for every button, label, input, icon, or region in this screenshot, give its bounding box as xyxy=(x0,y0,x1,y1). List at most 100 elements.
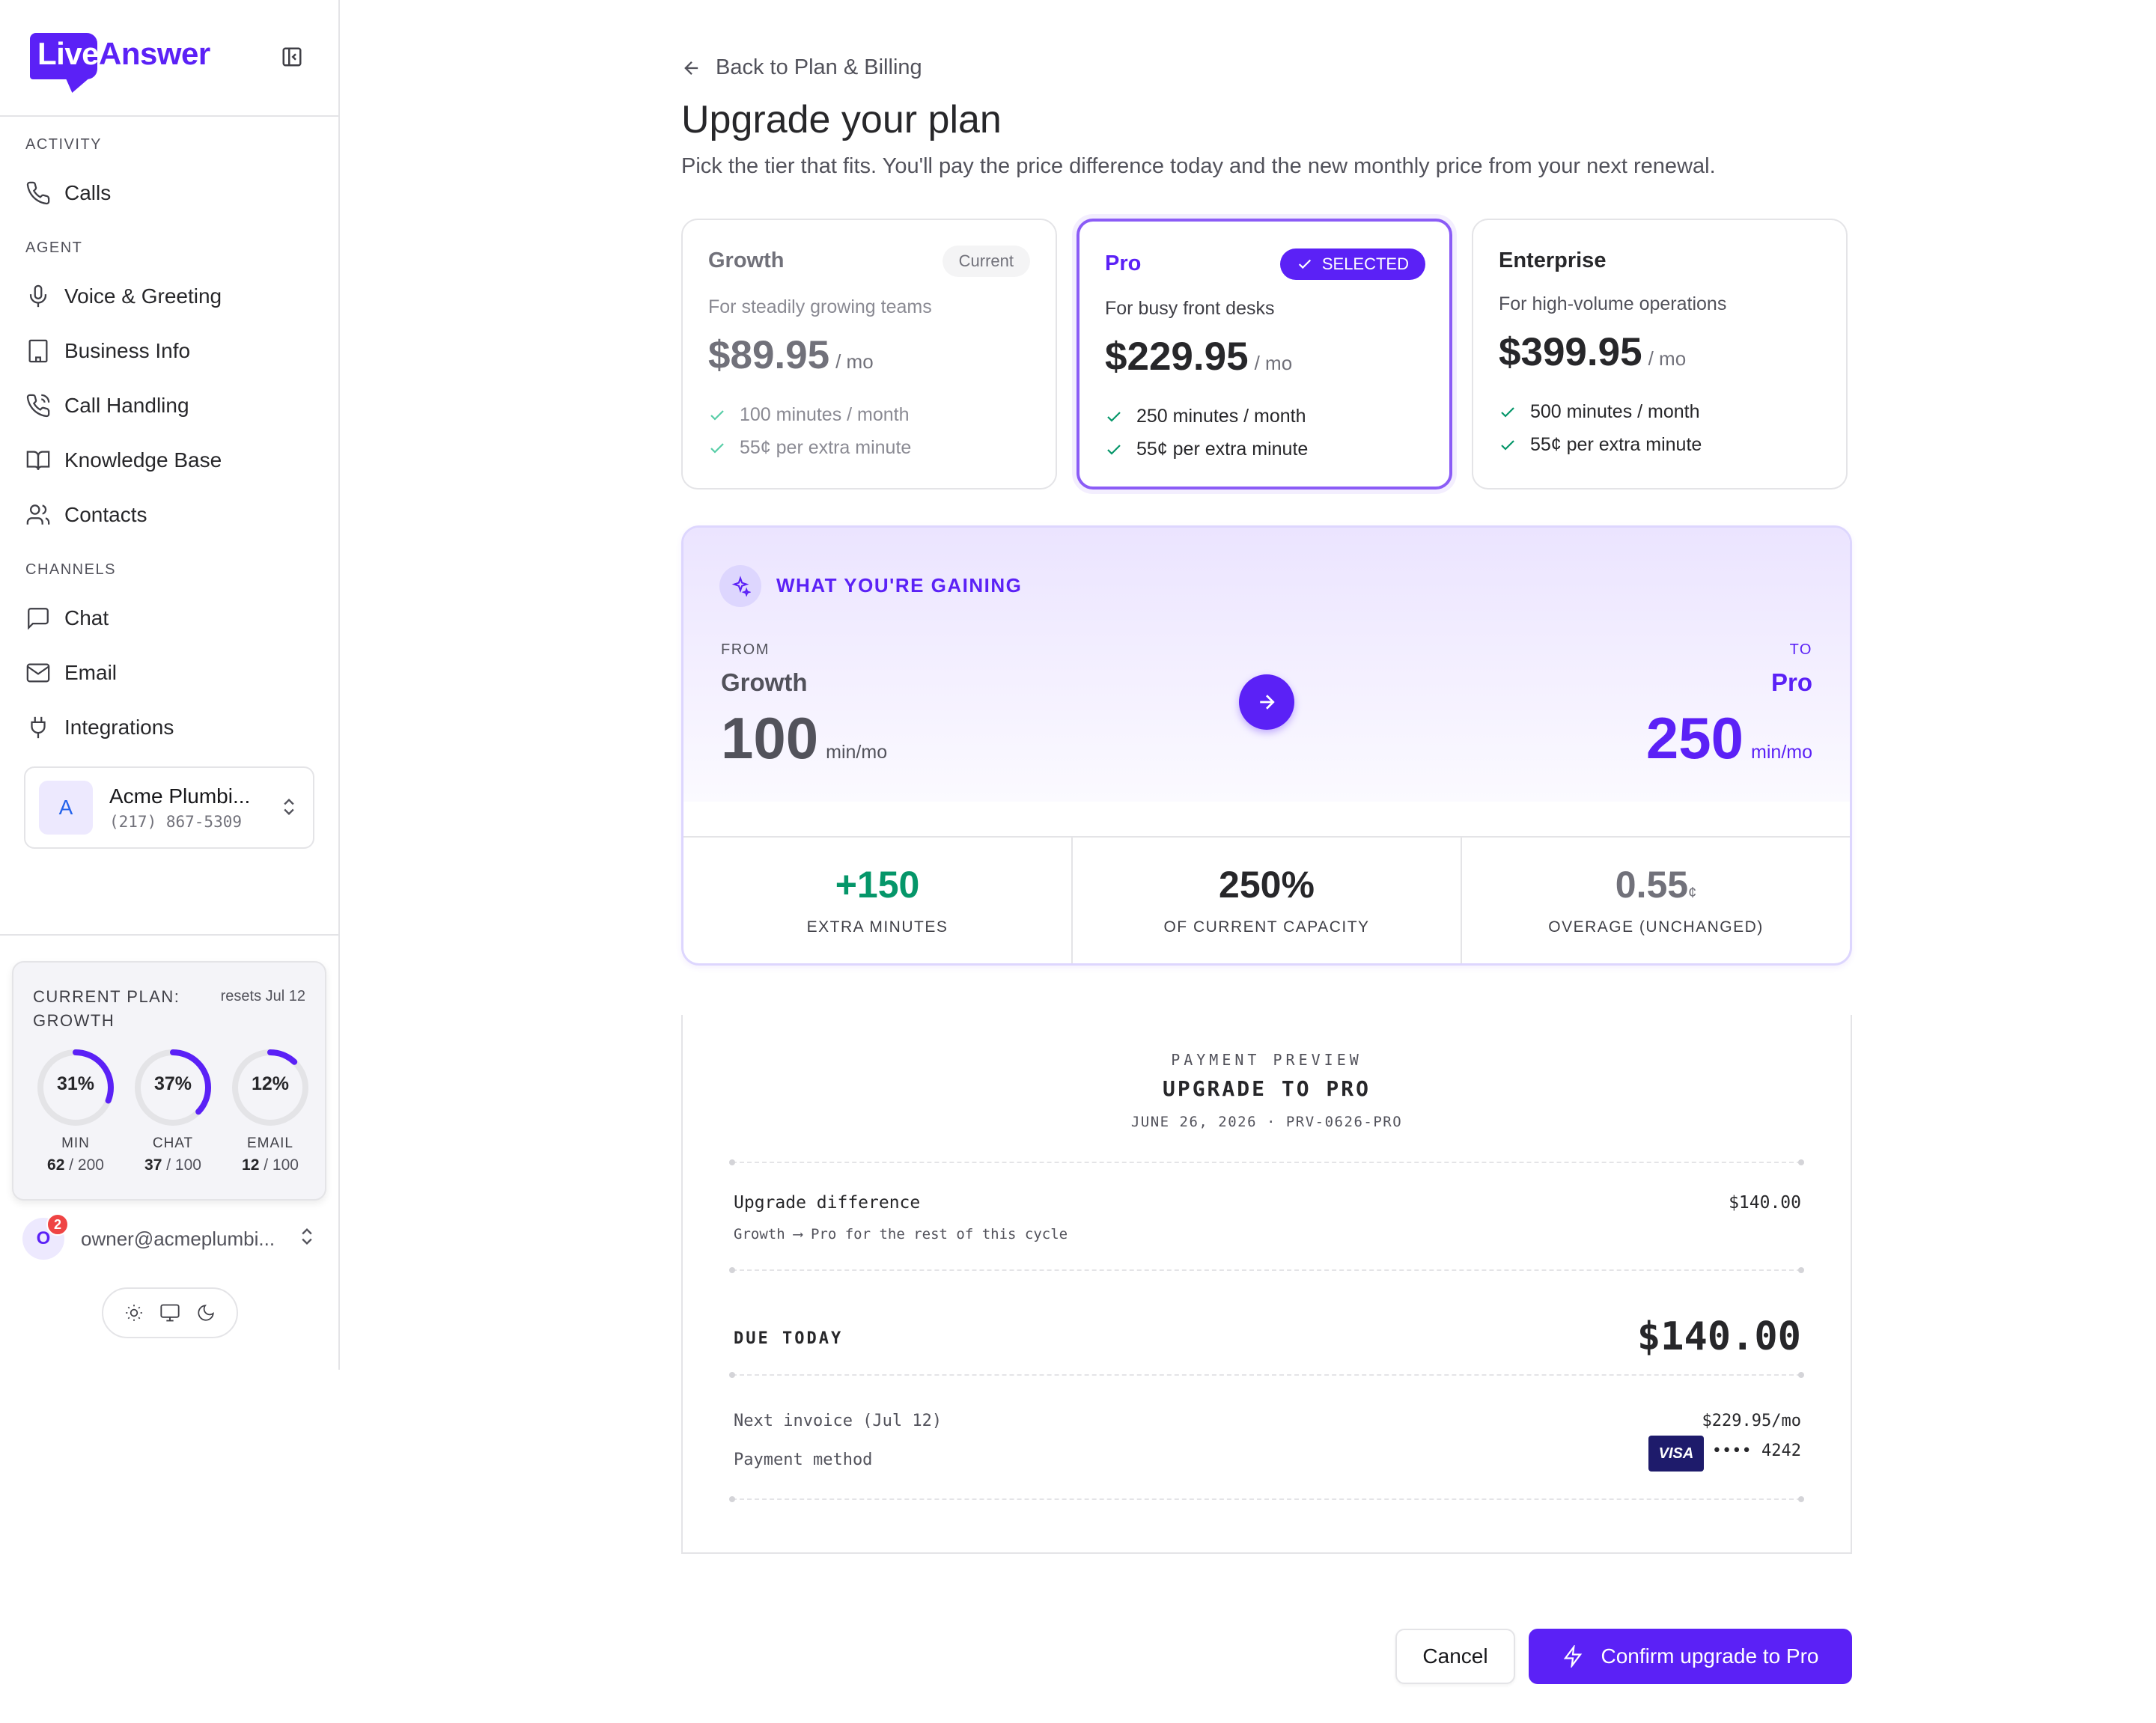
sidebar-item-label: Call Handling xyxy=(64,394,189,417)
stat-value: 250% xyxy=(1219,864,1315,906)
theme-switcher xyxy=(102,1287,238,1338)
sidebar-item-label: Email xyxy=(64,661,118,684)
gauge-label: EMAIL xyxy=(246,1135,294,1151)
arrow-left-icon xyxy=(684,61,698,75)
tier-card-enterprise[interactable]: Enterprise For high-volume operations $3… xyxy=(1472,219,1848,490)
gauge-ring xyxy=(232,1049,308,1126)
phone-call-icon xyxy=(26,394,50,418)
sun-icon[interactable] xyxy=(124,1303,144,1323)
sidebar-item-business-info[interactable]: Business Info xyxy=(22,330,317,372)
line-item-note: Growth ⟶ Pro for the rest of this cycle xyxy=(734,1226,1068,1242)
receipt-divider xyxy=(729,1267,1804,1273)
sidebar-collapse-icon[interactable] xyxy=(278,43,305,70)
notification-badge: 2 xyxy=(46,1213,69,1236)
receipt-divider xyxy=(729,1159,1804,1165)
sidebar-item-calls[interactable]: Calls xyxy=(22,172,317,214)
check-icon xyxy=(1501,439,1514,451)
tier-name: Growth xyxy=(708,248,785,272)
sidebar-item-voice-greeting[interactable]: Voice & Greeting xyxy=(22,275,317,317)
user-menu[interactable]: O 2 owner@acmeplumbi... xyxy=(22,1213,322,1265)
to-plan-name: Pro xyxy=(1770,668,1812,696)
stat-label: OF CURRENT CAPACITY xyxy=(1163,918,1370,936)
monitor-icon[interactable] xyxy=(159,1302,180,1323)
section-label-activity: ACTIVITY xyxy=(25,136,103,153)
chevron-up-down-icon xyxy=(302,1228,312,1245)
logo[interactable]: LiveAnswer xyxy=(27,28,216,88)
page-title: Upgrade your plan xyxy=(681,98,1002,141)
section-label-agent: AGENT xyxy=(25,240,83,256)
to-label: TO xyxy=(1789,641,1812,658)
line-item-amount: $140.00 xyxy=(1729,1193,1801,1213)
current-badge: Current xyxy=(942,246,1030,277)
section-label-channels: CHANNELS xyxy=(25,561,116,578)
stat-capacity: 250% OF CURRENT CAPACITY xyxy=(1073,838,1462,963)
check-icon xyxy=(710,409,724,421)
sidebar-item-chat[interactable]: Chat xyxy=(22,597,317,639)
usage-gauge-email: 12% EMAIL 12 / 100 xyxy=(229,1046,311,1174)
line-item-label: Upgrade difference xyxy=(734,1193,921,1213)
next-invoice-amount: $229.95/mo xyxy=(1702,1412,1801,1430)
mail-icon xyxy=(26,663,50,683)
gauge-ring xyxy=(135,1049,211,1126)
book-icon xyxy=(26,451,50,470)
tier-feature: 250 minutes / month xyxy=(1105,406,1306,427)
sidebar-item-knowledge-base[interactable]: Knowledge Base xyxy=(22,439,317,481)
usage-gauge-minutes: 31% MIN 62 / 200 xyxy=(34,1046,117,1174)
next-invoice-label: Next invoice (Jul 12) xyxy=(734,1412,943,1430)
plan-title: CURRENT PLAN: GROWTH xyxy=(33,987,180,1030)
sidebar-item-email[interactable]: Email xyxy=(22,652,317,694)
tier-feature: 55¢ per extra minute xyxy=(708,437,911,459)
gauge-label: MIN xyxy=(61,1135,90,1151)
receipt-date: JUNE 26, 2026 · PRV-0626-PRO xyxy=(1130,1114,1403,1130)
gauge-percent: 37% xyxy=(153,1073,192,1094)
tier-name: Pro xyxy=(1105,251,1142,275)
moon-icon[interactable] xyxy=(196,1303,216,1323)
tier-description: For steadily growing teams xyxy=(708,296,932,317)
payment-preview-receipt: PAYMENT PREVIEW UPGRADE TO PRO JUNE 26, … xyxy=(681,1015,1852,1554)
check-icon xyxy=(1298,259,1311,269)
stat-value: 0.55¢ xyxy=(1615,864,1697,906)
sidebar-item-integrations[interactable]: Integrations xyxy=(22,707,317,748)
back-to-billing-link[interactable]: Back to Plan & Billing xyxy=(681,55,922,80)
microphone-icon xyxy=(29,284,47,308)
receipt-divider xyxy=(729,1372,1804,1378)
sidebar: LiveAnswer ACTIVITY Calls AGENT Voice & … xyxy=(0,0,340,1370)
tier-price: $229.95/ mo xyxy=(1105,335,1293,379)
tier-feature: 55¢ per extra minute xyxy=(1105,439,1308,460)
due-today-label: DUE TODAY xyxy=(734,1329,844,1348)
sidebar-item-label: Contacts xyxy=(64,503,147,526)
avatar: O 2 xyxy=(22,1213,69,1260)
from-plan-name: Growth xyxy=(721,668,808,696)
gauge-count: 37 / 100 xyxy=(144,1156,201,1174)
cancel-button[interactable]: Cancel xyxy=(1395,1629,1515,1684)
tier-card-growth[interactable]: Growth Current For steadily growing team… xyxy=(681,219,1057,490)
building-icon xyxy=(28,339,48,363)
check-icon xyxy=(1107,444,1121,455)
sidebar-item-label: Business Info xyxy=(64,339,191,362)
gain-heading: WHAT YOU'RE GAINING xyxy=(776,574,1023,597)
tier-feature: 500 minutes / month xyxy=(1499,401,1700,423)
check-icon xyxy=(1501,406,1514,418)
chevron-up-down-icon xyxy=(284,799,294,815)
tier-feature: 55¢ per extra minute xyxy=(1499,434,1702,456)
tier-card-pro[interactable]: Pro SELECTED For busy front desks $229.9… xyxy=(1077,219,1452,490)
stat-overage: 0.55¢ OVERAGE (UNCHANGED) xyxy=(1462,838,1850,963)
sidebar-item-contacts[interactable]: Contacts xyxy=(22,494,317,536)
visa-card-icon: VISA xyxy=(1648,1436,1704,1472)
gain-summary-card: WHAT YOU'RE GAINING FROM Growth 100 min/m… xyxy=(681,525,1852,966)
account-avatar: A xyxy=(39,781,93,835)
payment-method-label: Payment method xyxy=(734,1451,873,1469)
sidebar-item-label: Integrations xyxy=(64,716,174,739)
current-plan-card[interactable]: CURRENT PLAN: GROWTH resets Jul 12 31% M… xyxy=(12,961,326,1201)
account-switcher[interactable]: A Acme Plumbi... (217) 867-5309 xyxy=(24,766,314,849)
tier-description: For busy front desks xyxy=(1105,298,1275,319)
sidebar-item-call-handling[interactable]: Call Handling xyxy=(22,385,317,427)
phone-icon xyxy=(26,181,50,205)
gauge-ring xyxy=(37,1049,114,1126)
users-icon xyxy=(26,504,50,525)
sparkles-icon xyxy=(719,565,761,607)
to-minutes: 250 min/mo xyxy=(1645,705,1812,771)
selected-badge: SELECTED xyxy=(1279,248,1425,280)
confirm-upgrade-button[interactable]: Confirm upgrade to Pro xyxy=(1529,1629,1852,1684)
stat-label: EXTRA MINUTES xyxy=(806,918,948,936)
